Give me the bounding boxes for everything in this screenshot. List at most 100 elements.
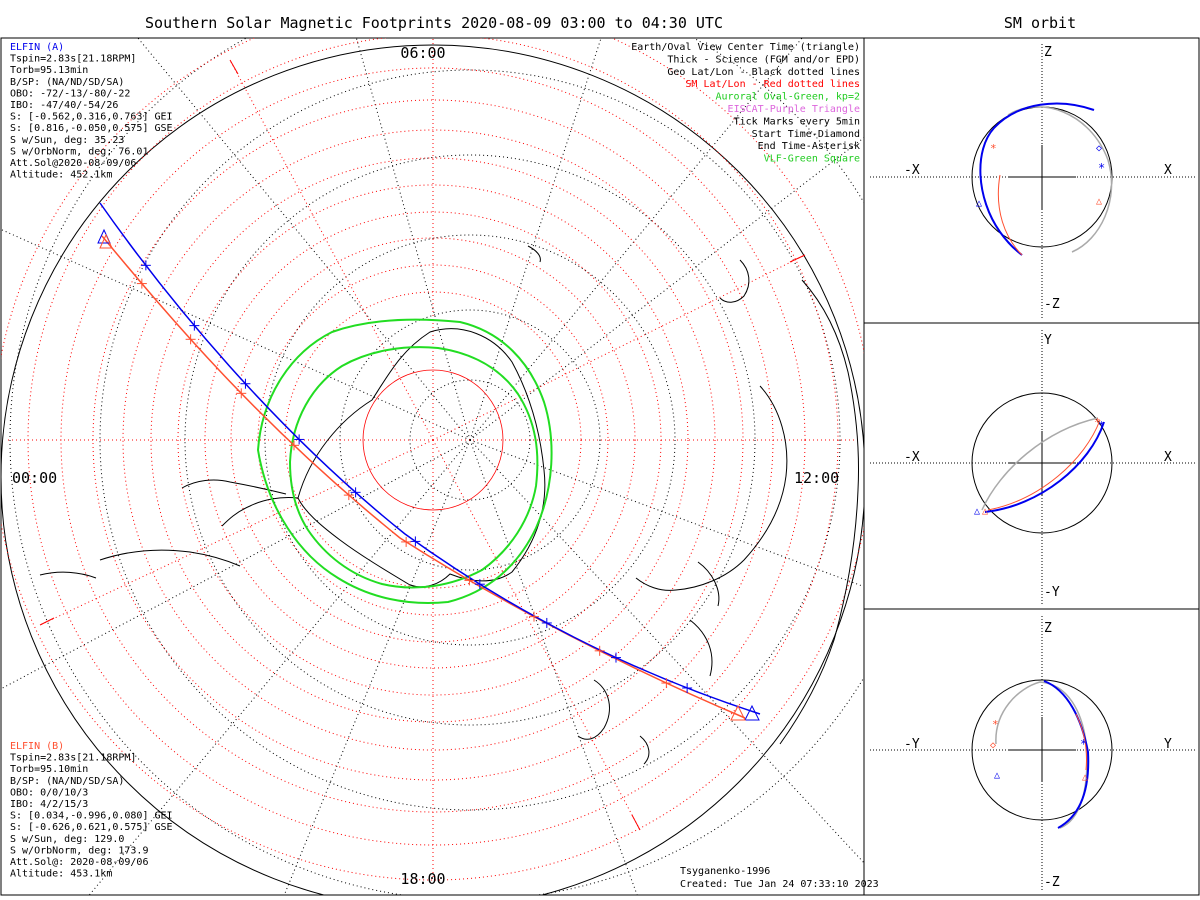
coastlines	[39, 245, 860, 765]
panel-1-left-label: -X	[904, 163, 920, 178]
elfin-a-info-line: B/SP: (NA/ND/SD/SA)	[10, 77, 124, 88]
svg-text:△: △	[1082, 772, 1088, 783]
auroral-oval-inner	[288, 346, 539, 589]
elfin-b-info-line: IBO: 4/2/15/3	[10, 799, 88, 810]
elfin-a-info-line: Altitude: 452.1km	[10, 170, 112, 181]
panel-2-bottom-label: -Y	[1044, 585, 1060, 600]
elfin-b-tick	[236, 388, 247, 399]
orbit-panel-1-frame	[863, 37, 1200, 324]
elfin-b-tick	[401, 536, 412, 547]
elfin-a-tick	[682, 682, 693, 693]
legend-item: SM Lat/Lon - Red dotted lines	[685, 79, 860, 90]
panel-1-right-label: X	[1164, 163, 1172, 178]
elfin-b-track	[101, 235, 746, 719]
svg-text:*: *	[1094, 416, 1101, 429]
panel-2-left-label: -X	[904, 450, 920, 465]
track-ticks	[136, 260, 693, 693]
elfin-b-info-line: S: [0.034,-0.996,0.080] GEI	[10, 811, 173, 822]
panel-3-bottom-label: -Z	[1044, 875, 1060, 890]
legend-item: Earth/Oval View Center Time (triangle)	[631, 42, 860, 53]
elfin-a-tick	[474, 579, 485, 590]
panel-1-top-label: Z	[1044, 45, 1052, 60]
svg-text:△: △	[994, 770, 1000, 781]
elfin-b-tick	[464, 575, 475, 586]
elfin-b-tick	[528, 611, 539, 622]
elfin-a-end-triangle	[744, 704, 760, 721]
elfin-b-info-line: S w/Sun, deg: 129.0	[10, 834, 124, 845]
panel-3-right-label: Y	[1164, 737, 1172, 752]
orbit-panel-xz: * ◇ * △ △ -X X Z -Z	[870, 44, 1195, 318]
elfin-b-info-line: Att.Sol@: 2020-08-09/06	[10, 857, 148, 868]
elfin-b-info-line: Altitude: 453.1km	[10, 869, 112, 880]
model-credit: Tsyganenko-1996	[680, 866, 770, 877]
elfin-a-info: ELFIN (A)Tspin=2.83s[21.18RPM]Torb=95.13…	[10, 42, 173, 181]
legend-item: Thick - Science (FGM and/or EPD)	[667, 54, 860, 65]
elfin-b-info: ELFIN (B)Tspin=2.83s[21.18RPM]Torb=95.10…	[10, 741, 173, 880]
svg-text:*: *	[990, 142, 997, 155]
panel-1-bottom-label: -Z	[1044, 297, 1060, 312]
elfin-b-info-line: Tspin=2.83s[21.18RPM]	[10, 753, 136, 764]
time-label-left: 00:00	[12, 469, 57, 487]
svg-text:*: *	[1098, 161, 1105, 175]
svg-text:△: △	[976, 198, 982, 209]
elfin-a-label: ELFIN (A)	[10, 42, 64, 53]
elfin-a-info-line: Tspin=2.83s[21.18RPM]	[10, 54, 136, 65]
elfin-a-info-line: S: [-0.562,0.316,0.763] GEI	[10, 112, 173, 123]
elfin-b-tick	[288, 440, 299, 451]
auroral-oval	[256, 318, 553, 604]
svg-text:◇: ◇	[990, 740, 996, 751]
elfin-a-info-line: Torb=95.13min	[10, 65, 88, 76]
elfin-b-tick	[343, 490, 354, 501]
elfin-b-info-line: B/SP: (NA/ND/SD/SA)	[10, 776, 124, 787]
elfin-a-info-line: OBO: -72/-13/-80/-22	[10, 88, 130, 99]
time-label-right: 12:00	[794, 469, 839, 487]
elfin-b-view-center-triangle	[99, 233, 113, 249]
geo-grid	[1, 38, 864, 895]
auroral-oval-outer	[256, 318, 553, 604]
legend-item: VLF-Green Square	[764, 154, 860, 165]
legend-item: EISCAT-Purple Triangle	[728, 104, 860, 115]
elfin-b-info-line: S: [-0.626,0.621,0.575] GSE	[10, 822, 173, 833]
svg-text:*: *	[1080, 737, 1087, 751]
main-title: Southern Solar Magnetic Footprints 2020-…	[145, 14, 723, 32]
legend: Earth/Oval View Center Time (triangle)Th…	[631, 42, 860, 165]
elfin-a-info-line: S w/Sun, deg: 35.23	[10, 135, 124, 146]
elfin-a-tick	[541, 617, 552, 628]
earth-horizon	[1, 44, 864, 895]
elfin-b-end-triangle	[730, 704, 746, 721]
elfin-b-label: ELFIN (B)	[10, 741, 64, 752]
elfin-b-info-line: Torb=95.10min	[10, 764, 88, 775]
panel-3-top-label: Z	[1044, 621, 1052, 636]
panel-2-right-label: X	[1164, 450, 1172, 465]
elfin-a-tick	[410, 536, 421, 547]
panel-2-top-label: Y	[1044, 333, 1052, 348]
elfin-a-tick	[189, 320, 200, 331]
elfin-a-tick	[240, 378, 251, 389]
legend-item: Geo Lat/Lon - Black dotted lines	[667, 67, 860, 78]
orbit-panel-yz: * ◇ * △ △ -Y Y Z -Z	[870, 616, 1195, 890]
elfin-a-info-line: S: [0.816,-0.050,0.575] GSE	[10, 123, 173, 134]
elfin-b-tick	[185, 334, 196, 345]
elfin-a-tick	[294, 434, 305, 445]
elfin-a-track	[99, 202, 761, 715]
orbit-title: SM orbit	[1004, 14, 1076, 32]
svg-text:*: *	[1098, 419, 1105, 432]
polar-map	[1, 38, 864, 895]
sm-meridian-ends	[39, 59, 806, 831]
elfin-a-tick	[350, 487, 361, 498]
elfin-a-tick	[610, 652, 621, 663]
legend-item: Start Time-Diamond	[752, 129, 860, 140]
elfin-b-info-line: S w/OrbNorm, deg: 173.9	[10, 845, 148, 856]
track-markers	[97, 228, 760, 721]
svg-text:△: △	[982, 506, 988, 517]
elfin-a-info-line: IBO: -47/40/-54/26	[10, 100, 118, 111]
elfin-a-info-line: Att.Sol@2020-08-09/06	[10, 158, 136, 169]
elfin-b-tick	[661, 678, 672, 689]
elfin-b-tick	[136, 278, 147, 289]
elfin-a-info-line: S w/OrbNorm, deg: 76.01	[10, 146, 148, 157]
time-label-bottom: 18:00	[400, 870, 445, 888]
svg-text:△: △	[1096, 196, 1102, 207]
elfin-b-info-line: OBO: 0/0/10/3	[10, 787, 88, 798]
svg-text:*: *	[992, 718, 999, 731]
